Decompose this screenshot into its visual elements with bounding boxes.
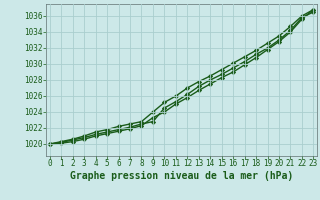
X-axis label: Graphe pression niveau de la mer (hPa): Graphe pression niveau de la mer (hPa) [70, 171, 293, 181]
